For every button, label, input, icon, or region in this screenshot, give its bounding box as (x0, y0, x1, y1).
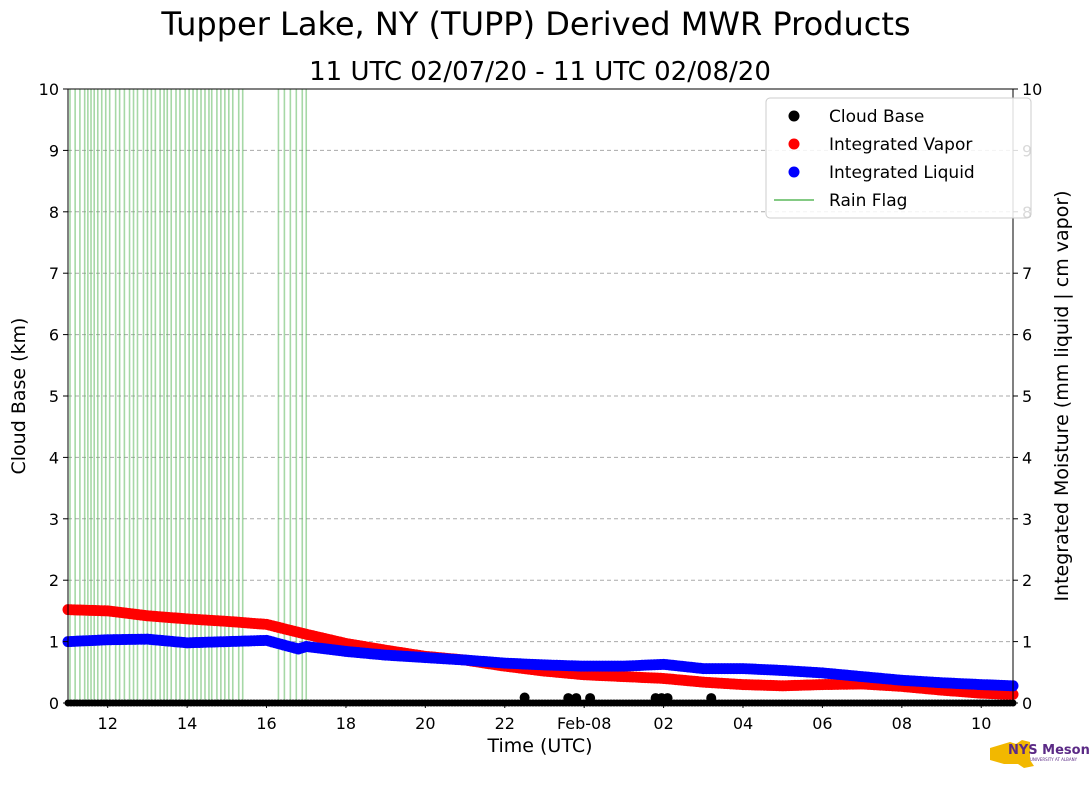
legend-label: Integrated Vapor (829, 135, 972, 155)
x-tick-label: 06 (812, 714, 832, 733)
data-point-cloud-base (662, 693, 673, 704)
x-tick-label: 02 (653, 714, 673, 733)
ny-state-icon (990, 740, 1034, 768)
y-right-tick-label: 6 (1022, 326, 1032, 345)
logo-text: NYS Mesonet (1008, 743, 1089, 758)
y-tick-label: 9 (49, 141, 59, 160)
legend-box (765, 97, 1032, 219)
legend-marker (788, 110, 800, 122)
chart-subtitle: 11 UTC 02/07/20 - 11 UTC 02/08/20 (309, 57, 771, 87)
y-right-tick-label: 1 (1022, 633, 1032, 652)
data-point-cloud-base (519, 692, 530, 703)
y-tick-label: 8 (49, 203, 59, 222)
x-axis-label: Time (UTC) (486, 735, 592, 757)
data-point-cloud-base (706, 693, 717, 704)
y-right-tick-label: 10 (1022, 80, 1042, 99)
y-right-tick-label: 4 (1022, 448, 1032, 467)
x-tick-label: 20 (415, 714, 435, 733)
data-point-cloud-base (563, 693, 574, 704)
y-right-tick-label: 3 (1022, 510, 1032, 529)
y-tick-label: 5 (49, 387, 59, 406)
y-tick-label: 7 (49, 264, 59, 283)
x-tick-label: 18 (336, 714, 356, 733)
y-axis-right-label: Integrated Moisture (mm liquid | cm vapo… (1051, 190, 1073, 601)
y-axis-label: Cloud Base (km) (8, 318, 30, 475)
chart-title: Tupper Lake, NY (TUPP) Derived MWR Produ… (160, 5, 910, 43)
y-right-tick-label: 5 (1022, 387, 1032, 406)
x-tick-label: 16 (256, 714, 276, 733)
y-tick-label: 3 (49, 510, 59, 529)
x-tick-label: 14 (177, 714, 197, 733)
legend-marker (788, 138, 800, 150)
x-tick-label: 04 (733, 714, 753, 733)
y-tick-label: 2 (49, 571, 59, 590)
x-tick-label: 22 (495, 714, 515, 733)
legend: Cloud Base Integrated Vapor Integrated Liq… (765, 97, 1032, 219)
y-tick-label: 0 (49, 694, 59, 713)
y-tick-label: 10 (39, 80, 59, 99)
x-tick-label: 08 (892, 714, 912, 733)
legend-label: Cloud Base (829, 107, 924, 127)
y-tick-label: 6 (49, 326, 59, 345)
legend-marker (788, 166, 800, 178)
data-point-cloud-base (585, 693, 596, 704)
y-tick-label: 4 (49, 448, 59, 467)
y-right-tick-label: 2 (1022, 571, 1032, 590)
legend-label: Rain Flag (829, 191, 907, 211)
rain-flag-lines (69, 89, 308, 703)
y-tick-label: 1 (49, 633, 59, 652)
y-right-tick-label: 0 (1022, 694, 1032, 713)
x-tick-label: 12 (98, 714, 118, 733)
x-tick-label: Feb-08 (557, 714, 611, 733)
data-point-cloud-base (571, 693, 582, 704)
legend-label: Integrated Liquid (829, 163, 975, 183)
data-series (62, 604, 1019, 707)
nys-mesonet-logo: NYS Mesonet UNIVERSITY AT ALBANY (990, 740, 1089, 768)
y-right-tick-label: 7 (1022, 264, 1032, 283)
x-tick-label: 10 (971, 714, 991, 733)
logo-subtext: UNIVERSITY AT ALBANY (1030, 757, 1078, 762)
